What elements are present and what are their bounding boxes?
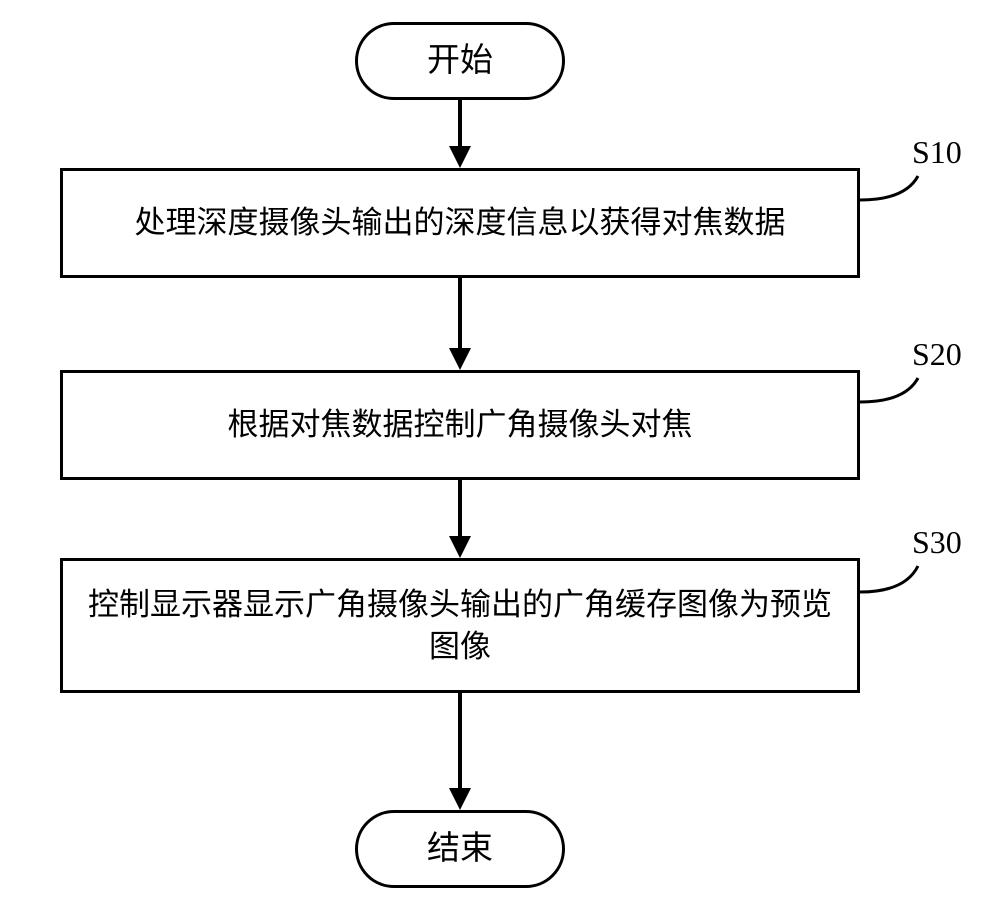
flowchart-canvas: 开始 处理深度摄像头输出的深度信息以获得对焦数据 根据对焦数据控制广角摄像头对焦… (0, 0, 1000, 909)
step-label-s20: S20 (908, 336, 966, 373)
step-label-s10: S10 (908, 134, 966, 171)
step-label-s30: S30 (908, 524, 966, 561)
callout-s30-curve (0, 0, 1000, 909)
